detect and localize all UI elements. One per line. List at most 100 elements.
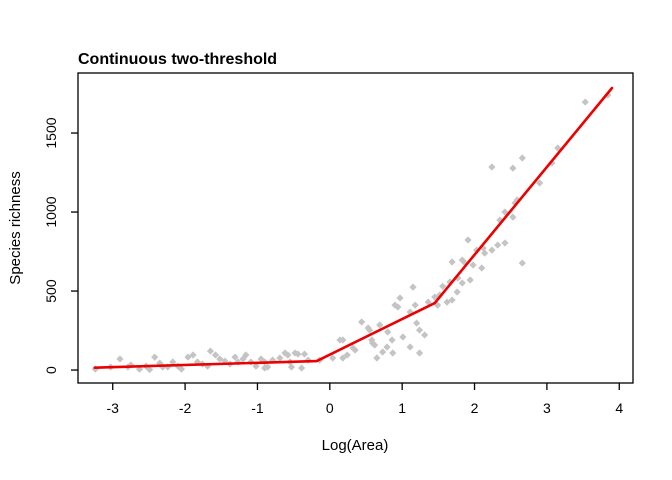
x-tick-label: -3 [107, 400, 120, 416]
x-tick-label: 4 [615, 400, 623, 416]
data-point-diamond [206, 347, 215, 355]
data-point-diamond [116, 355, 124, 363]
plot-border-box [77, 72, 634, 384]
x-tick-label: 1 [398, 400, 406, 416]
chart-title: Continuous two-threshold [78, 51, 277, 68]
threshold-fit-line [93, 86, 614, 369]
fit-line [93, 86, 614, 369]
data-point-diamond [396, 294, 404, 302]
data-point-diamond [501, 208, 509, 216]
data-point-diamond [581, 98, 589, 106]
data-point-diamond [376, 321, 384, 329]
data-point-diamond [146, 365, 154, 374]
data-point-diamond [297, 364, 306, 372]
data-point-diamond [294, 350, 302, 358]
data-point-diamond [411, 301, 419, 309]
data-point-diamond [509, 164, 517, 172]
data-point-diamond [446, 278, 454, 286]
data-point-diamond [203, 362, 212, 370]
x-tick-label: 2 [471, 400, 479, 416]
data-point-diamond [469, 261, 477, 269]
y-tick-label: 1500 [43, 117, 59, 148]
data-point-diamond [409, 283, 417, 291]
data-point-diamond [329, 354, 337, 362]
data-point-diamond [169, 358, 177, 366]
data-point-diamond [513, 196, 521, 204]
data-point-diamond [424, 298, 432, 306]
data-point-diamond [234, 358, 242, 366]
data-point-diamond [461, 259, 469, 267]
data-point-diamond [193, 358, 201, 366]
data-point-diamond [439, 282, 447, 290]
data-point-diamond [379, 348, 387, 356]
data-point-diamond [242, 351, 250, 359]
x-tick-label: 3 [543, 400, 551, 416]
data-point-diamond [415, 326, 424, 334]
data-point-diamond [189, 351, 197, 359]
y-tick-label: 0 [43, 366, 59, 374]
data-point-diamond [184, 353, 192, 361]
plot-frame [77, 72, 634, 384]
data-point-diamond [257, 355, 265, 363]
data-point-diamond [368, 339, 377, 347]
data-point-diamond [443, 298, 451, 306]
y-axis: 0 500 1000 1500 [43, 117, 78, 374]
data-point-diamond [496, 216, 504, 224]
data-point-diamond [466, 276, 474, 284]
data-point-diamond [276, 354, 284, 362]
data-point-diamond [421, 331, 429, 339]
y-tick-label: 500 [43, 279, 59, 303]
x-tick-label: 0 [326, 400, 334, 416]
data-point-diamond [300, 350, 309, 358]
y-tick-label: 1000 [43, 196, 59, 227]
data-point-diamond [413, 319, 421, 327]
data-point-diamond [415, 349, 424, 357]
data-point-diamond [488, 163, 496, 171]
data-point-diamond [339, 354, 347, 362]
data-point-diamond [394, 303, 402, 311]
data-point-diamond [406, 308, 414, 316]
data-point-diamond [373, 354, 381, 362]
data-point-diamond [399, 333, 407, 341]
data-point-diamond [177, 365, 186, 373]
data-point-diamond [481, 249, 489, 257]
data-point-diamond [458, 279, 466, 287]
y-axis-label: Species richness [7, 171, 24, 284]
x-tick-label: -1 [251, 400, 264, 416]
x-tick-label: -2 [179, 400, 192, 416]
data-point-diamond [494, 241, 502, 249]
data-point-diamond [383, 343, 391, 351]
data-point-diamond [448, 258, 456, 266]
data-point-diamond [406, 343, 414, 351]
data-point-diamond [239, 355, 247, 363]
data-point-diamond [127, 361, 135, 369]
data-point-diamond [391, 301, 399, 309]
data-point-diamond [366, 326, 374, 334]
data-point-diamond [287, 363, 296, 371]
data-point-diamond [518, 154, 526, 162]
data-point-diamond [518, 259, 526, 267]
x-axis-label: Log(Area) [322, 437, 389, 454]
data-point-diamond [389, 349, 397, 357]
data-point-diamond [388, 336, 396, 344]
data-point-diamond [343, 351, 351, 359]
data-point-diamond [339, 336, 347, 344]
data-point-diamond [464, 236, 472, 244]
data-point-diamond [151, 353, 159, 361]
data-point-diamond [159, 363, 167, 371]
data-point-diamond [384, 328, 392, 336]
data-point-diamond [231, 353, 239, 361]
data-point-diamond [454, 274, 462, 282]
data-point-diamond [448, 296, 456, 304]
data-point-diamond [478, 264, 486, 272]
x-axis: -3 -2 -1 0 1 2 3 4 [107, 383, 623, 416]
data-point-diamond [453, 288, 461, 296]
data-point-diamond [269, 356, 277, 364]
data-point-diamond [263, 363, 272, 371]
data-point-diamond [358, 318, 366, 326]
data-point-diamond [488, 246, 496, 254]
data-point-diamond [164, 363, 172, 371]
